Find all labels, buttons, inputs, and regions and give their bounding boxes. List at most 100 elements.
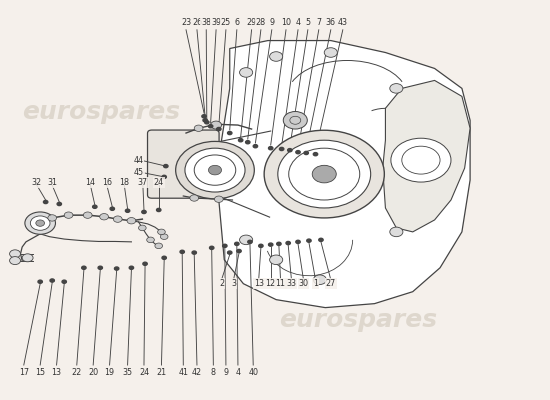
Text: 31: 31 — [47, 178, 57, 186]
Circle shape — [64, 212, 73, 218]
Circle shape — [205, 121, 209, 124]
Circle shape — [30, 216, 50, 230]
Circle shape — [43, 200, 48, 204]
Polygon shape — [219, 40, 470, 308]
Circle shape — [48, 215, 57, 221]
Text: 15: 15 — [35, 368, 45, 377]
Text: 13: 13 — [254, 279, 263, 288]
Circle shape — [211, 121, 222, 129]
Text: 25: 25 — [221, 18, 231, 27]
Circle shape — [164, 164, 168, 168]
Text: 43: 43 — [338, 18, 348, 27]
Circle shape — [143, 262, 147, 265]
Circle shape — [237, 250, 241, 253]
Circle shape — [202, 115, 206, 118]
Text: 32: 32 — [32, 178, 42, 186]
Circle shape — [208, 165, 222, 175]
Text: 10: 10 — [281, 18, 291, 27]
Circle shape — [296, 240, 300, 244]
Text: 4: 4 — [235, 368, 240, 377]
Circle shape — [210, 246, 214, 250]
Circle shape — [147, 237, 155, 243]
Circle shape — [25, 212, 56, 234]
Circle shape — [324, 48, 337, 57]
Text: 18: 18 — [119, 178, 129, 186]
Circle shape — [161, 234, 168, 240]
Text: eurospares: eurospares — [279, 308, 437, 332]
Text: 41: 41 — [178, 368, 188, 377]
Circle shape — [190, 195, 199, 201]
Text: 16: 16 — [102, 178, 112, 186]
Circle shape — [390, 84, 403, 93]
Circle shape — [175, 142, 254, 199]
Circle shape — [139, 225, 146, 231]
Circle shape — [214, 196, 223, 202]
Circle shape — [240, 68, 252, 77]
Circle shape — [92, 205, 97, 208]
Circle shape — [228, 132, 232, 135]
Circle shape — [208, 125, 213, 128]
Circle shape — [239, 139, 243, 142]
Text: 38: 38 — [201, 18, 211, 27]
Circle shape — [268, 146, 273, 150]
Circle shape — [114, 267, 119, 270]
Text: 40: 40 — [248, 368, 258, 377]
Circle shape — [296, 150, 300, 154]
Circle shape — [314, 152, 318, 156]
Circle shape — [283, 112, 307, 129]
Text: 2: 2 — [219, 279, 224, 288]
Polygon shape — [383, 80, 470, 232]
Text: 11: 11 — [276, 279, 285, 288]
Text: 24: 24 — [139, 368, 149, 377]
Text: 14: 14 — [85, 178, 96, 186]
Text: 6: 6 — [234, 18, 239, 27]
Text: 30: 30 — [299, 279, 309, 288]
Circle shape — [98, 266, 102, 269]
Text: 27: 27 — [326, 279, 336, 288]
Circle shape — [38, 280, 42, 283]
Text: 20: 20 — [88, 368, 98, 377]
Circle shape — [50, 279, 54, 282]
Circle shape — [304, 151, 309, 154]
Circle shape — [203, 119, 207, 122]
Text: 7: 7 — [316, 18, 321, 27]
Circle shape — [158, 229, 166, 235]
Text: 8: 8 — [211, 368, 216, 377]
Circle shape — [268, 243, 273, 246]
Circle shape — [246, 141, 250, 144]
Text: 42: 42 — [192, 368, 202, 377]
Circle shape — [270, 255, 283, 264]
Circle shape — [223, 244, 227, 248]
Text: 1: 1 — [313, 279, 318, 288]
Circle shape — [253, 144, 257, 148]
Text: 28: 28 — [256, 18, 266, 27]
Circle shape — [217, 128, 221, 131]
Circle shape — [9, 250, 20, 258]
Circle shape — [314, 275, 327, 284]
Text: 29: 29 — [246, 18, 257, 27]
Circle shape — [312, 165, 336, 183]
Circle shape — [162, 256, 166, 259]
Text: 13: 13 — [52, 368, 62, 377]
Text: 5: 5 — [305, 18, 310, 27]
Circle shape — [180, 250, 184, 254]
Circle shape — [9, 257, 20, 264]
Circle shape — [36, 220, 45, 226]
Text: 12: 12 — [266, 279, 276, 288]
Circle shape — [82, 266, 86, 269]
Text: 3: 3 — [231, 279, 236, 288]
Text: 24: 24 — [153, 178, 164, 186]
Circle shape — [127, 218, 136, 224]
Circle shape — [185, 148, 245, 192]
Circle shape — [162, 175, 166, 178]
FancyBboxPatch shape — [147, 130, 219, 198]
Text: 45: 45 — [134, 168, 144, 177]
Circle shape — [319, 238, 323, 242]
Circle shape — [228, 251, 232, 254]
Circle shape — [288, 148, 292, 152]
Circle shape — [391, 138, 451, 182]
Circle shape — [390, 227, 403, 237]
Circle shape — [279, 147, 284, 150]
Circle shape — [307, 239, 311, 242]
Text: 39: 39 — [211, 18, 221, 27]
